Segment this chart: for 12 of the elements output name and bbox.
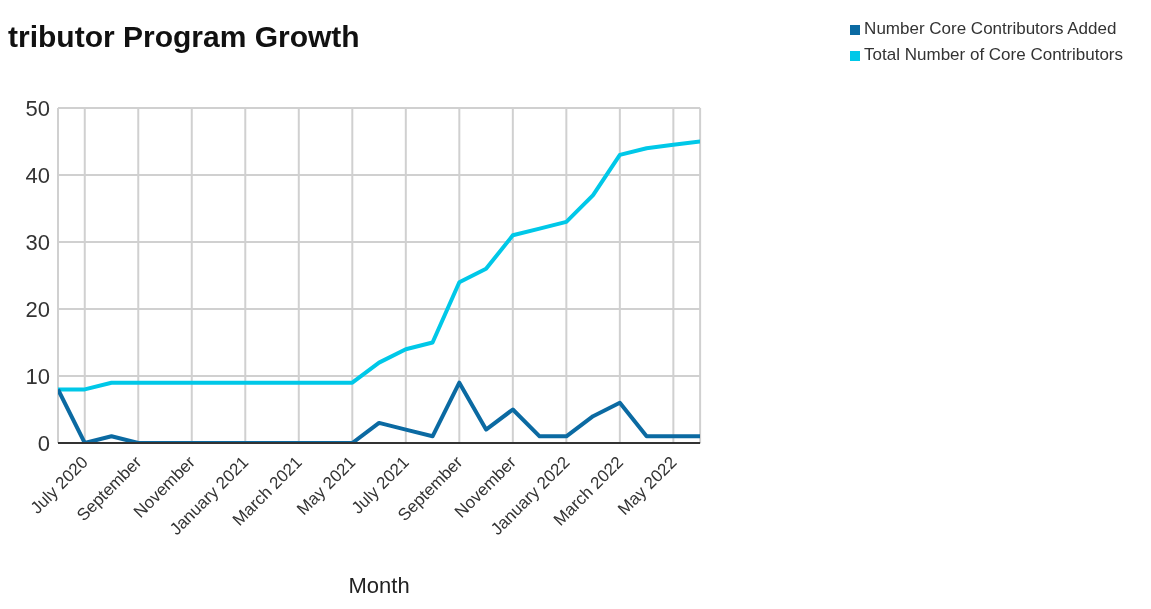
x-axis-title: Month bbox=[348, 573, 410, 598]
y-tick-label: 50 bbox=[25, 95, 50, 121]
legend-label: Number Core Contributors Added bbox=[864, 19, 1117, 38]
legend-label: Total Number of Core Contributors bbox=[864, 45, 1123, 64]
y-tick-label: 20 bbox=[25, 296, 50, 322]
chart-title: tributor Program Growth bbox=[8, 20, 360, 54]
y-tick-label: 0 bbox=[37, 430, 50, 456]
y-tick-label: 10 bbox=[25, 363, 50, 389]
line-series bbox=[58, 380, 701, 443]
line-series bbox=[58, 139, 701, 392]
y-tick-label: 30 bbox=[25, 229, 50, 255]
y-tick-label: 40 bbox=[25, 162, 50, 188]
